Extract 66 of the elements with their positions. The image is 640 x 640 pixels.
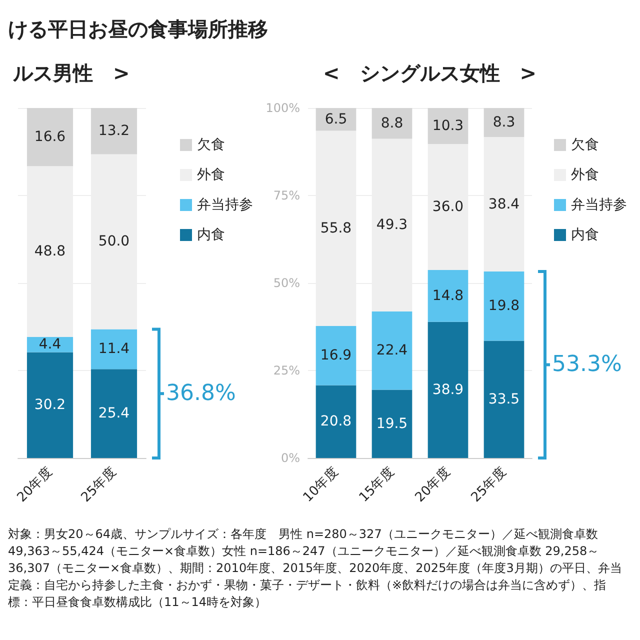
y-tick-label: 75% — [273, 188, 300, 202]
data-label: 16.9 — [320, 348, 352, 364]
data-label: 20.8 — [320, 414, 352, 430]
chart-subtitle: ルス男性 > — [12, 61, 130, 85]
bar — [316, 108, 356, 131]
y-tick-label: 25% — [273, 364, 300, 378]
data-label: 14.8 — [432, 288, 464, 304]
bar — [26, 108, 74, 166]
bar — [26, 352, 74, 458]
legend-label: 欠食 — [197, 137, 225, 153]
x-tick-label: 20年度 — [14, 464, 56, 506]
legend-label: 外食 — [197, 167, 225, 183]
data-label: 49.3 — [376, 217, 408, 234]
x-tick-label: 10年度 — [300, 464, 342, 506]
legend-label: 内食 — [571, 227, 599, 243]
text: 対象：男女20～64歳、サンプルサイズ：各年度 男性 n=280～327（ユニークモニター）／延べ観測食卓数 49,363～55,424（モニター×食卓数）女性 n=186～247（ユニークモニター）／延べ観測食卓数 29,258～36,307（モニター×食卓数）、期間：2010年度、2015年度、2020年度、2025年度（年度3月期）の平日、弁当定義：自宅から持参した主食・おかず・果物・菓子・デザート・飲料（※飲料だけの場合は弁当に含めず）、指標：平日昼食食卓数構成比（11～14時を対象） — [8, 526, 623, 611]
data-label: 19.5 — [376, 416, 408, 432]
chart-title: < シングルス女性 > — [323, 61, 537, 85]
bar — [90, 108, 138, 154]
x-tick-label: 25年度 — [468, 464, 510, 506]
data-label: 25.4 — [98, 406, 130, 422]
bar — [428, 108, 468, 144]
bar — [90, 329, 138, 370]
legend-label: 弁当持参 — [571, 197, 627, 213]
data-label: 19.8 — [488, 298, 520, 314]
data-label: 16.6 — [34, 129, 66, 146]
data-label: 11.4 — [98, 341, 130, 358]
x-tick-label: 20年度 — [412, 464, 454, 506]
legend-label: 弁当持参 — [197, 197, 253, 213]
legend-label: 欠食 — [571, 137, 599, 153]
bar — [428, 322, 468, 458]
bar — [428, 270, 468, 322]
bar — [484, 108, 524, 138]
data-label: 6.5 — [324, 111, 348, 128]
bar — [372, 311, 412, 390]
data-label: 8.3 — [492, 114, 516, 131]
bar — [90, 369, 138, 458]
bar — [316, 326, 356, 386]
data-label: 50.0 — [98, 234, 130, 250]
text: 36.8% — [166, 381, 236, 406]
y-tick-label: 0% — [280, 451, 300, 465]
data-label: 13.2 — [98, 123, 130, 140]
y-tick-label: 100% — [266, 101, 300, 115]
bar — [484, 340, 524, 458]
text: 53.3% — [552, 352, 622, 378]
data-label: 55.8 — [320, 220, 352, 236]
data-label: 30.2 — [34, 397, 66, 414]
x-tick-label: 25年度 — [78, 464, 120, 506]
data-label: 22.4 — [376, 342, 408, 359]
chart-title: ける平日お昼の食事場所推移 — [8, 16, 268, 43]
data-label: 10.3 — [432, 118, 464, 134]
data-label: 38.9 — [432, 382, 464, 398]
data-label: 33.5 — [488, 391, 520, 408]
bar — [316, 385, 356, 458]
y-tick-label: 50% — [273, 276, 300, 290]
bar — [372, 390, 412, 458]
x-tick-label: 15年度 — [356, 464, 398, 506]
data-label: 36.0 — [432, 199, 464, 216]
data-label: 4.4 — [38, 336, 62, 353]
data-label: 38.4 — [488, 196, 520, 212]
bar — [484, 271, 524, 341]
data-label: 48.8 — [34, 244, 66, 260]
data-label: 8.8 — [380, 115, 404, 132]
legend-label: 外食 — [571, 167, 599, 183]
legend-label: 内食 — [197, 227, 225, 243]
bar — [372, 108, 412, 139]
